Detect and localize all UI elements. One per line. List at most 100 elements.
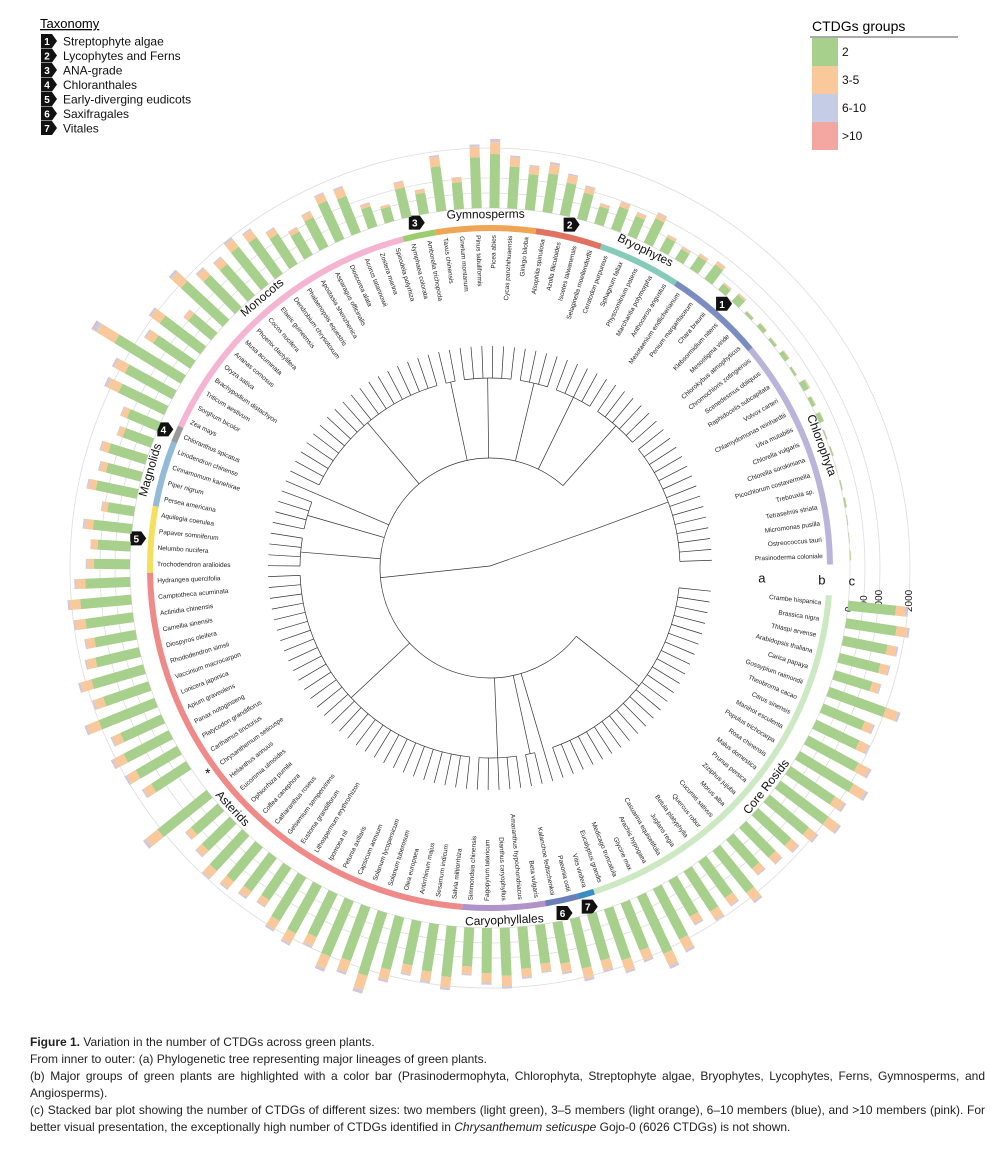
tree-leaf xyxy=(423,749,434,780)
taxon-badge xyxy=(563,217,580,232)
taxon-name: Lycophytes and Ferns xyxy=(63,49,181,63)
bar-segment xyxy=(507,166,520,209)
bar-segment xyxy=(739,820,776,858)
bar-segment xyxy=(746,886,761,902)
bar-segment xyxy=(78,682,84,693)
tree-leaf xyxy=(666,485,697,499)
bar-segment xyxy=(712,844,755,894)
tree-leaf xyxy=(438,351,447,384)
bar-segment xyxy=(829,796,845,811)
bar-segment xyxy=(861,720,874,734)
bar-segment xyxy=(85,637,96,649)
bar-segment xyxy=(718,283,731,296)
bar-segment xyxy=(577,192,594,222)
bar-segment xyxy=(548,164,560,175)
bar-segment xyxy=(379,204,391,210)
group-bar xyxy=(544,893,579,907)
bar-segment xyxy=(594,206,610,227)
bar-segment xyxy=(361,206,378,230)
bar-segment xyxy=(864,744,870,755)
tree-leaf xyxy=(444,753,452,786)
tree-leaf xyxy=(676,605,708,614)
tree-leaf xyxy=(316,686,343,708)
group-bar xyxy=(748,347,833,565)
bar-segment xyxy=(122,427,155,448)
bar-segment xyxy=(643,956,654,963)
ring-label: b xyxy=(818,572,825,587)
group-bar xyxy=(577,888,595,900)
bar-segment xyxy=(429,156,441,168)
tree-leaf xyxy=(632,420,657,443)
group-label: Gymnosperms xyxy=(447,207,525,222)
bar-segment xyxy=(304,216,329,251)
tree-leaf xyxy=(616,709,639,734)
bar-segment xyxy=(265,924,275,932)
tree-leaf xyxy=(413,746,425,777)
bar-segment xyxy=(315,952,331,969)
bar-segment xyxy=(855,740,869,754)
bar-segment xyxy=(681,246,691,255)
r-tick-label: 1000 xyxy=(874,589,885,612)
tree-leaf xyxy=(407,361,420,392)
group-bar xyxy=(599,243,678,286)
bar-segment xyxy=(180,280,230,327)
bar-segment xyxy=(798,379,809,392)
tree-branch xyxy=(537,397,574,470)
tree-leaf xyxy=(510,347,515,380)
tree-leaf xyxy=(661,650,691,665)
tree-branch xyxy=(562,425,617,486)
taxon-number: 2 xyxy=(567,221,573,232)
bar-segment xyxy=(100,441,111,453)
bar-segment xyxy=(117,426,126,438)
tree-leaf xyxy=(319,424,345,447)
bar-segment xyxy=(87,478,98,491)
species-label: Crambe hispanica xyxy=(769,594,822,606)
bar-segment xyxy=(169,270,178,279)
bar-segment xyxy=(832,670,873,692)
tree-leaf xyxy=(647,674,674,693)
taxon-name: Chloranthales xyxy=(63,78,137,92)
bar-segment xyxy=(261,862,292,901)
bar-segment xyxy=(837,652,881,674)
tree-leaf xyxy=(481,346,484,379)
bar-segment xyxy=(421,922,440,972)
bar-segment xyxy=(844,618,897,636)
bar-segment xyxy=(534,923,551,964)
tree-leaf xyxy=(466,756,471,789)
bar-segment xyxy=(143,838,152,849)
taxon-badge xyxy=(716,296,733,311)
group-bar xyxy=(171,425,184,444)
group-bar xyxy=(673,280,753,352)
bar-segment xyxy=(666,234,677,243)
taxon-name: Saxifragales xyxy=(63,107,129,121)
bar-segment xyxy=(185,831,193,840)
bar-segment xyxy=(314,192,324,198)
tree-leaf xyxy=(331,700,355,724)
legend-swatch xyxy=(812,122,838,150)
bar-segment xyxy=(715,914,725,921)
bar-segment xyxy=(400,963,413,975)
bar-segment xyxy=(599,203,610,210)
tree-leaf xyxy=(643,437,671,458)
species-label: Prasinoderma coloniale xyxy=(755,553,824,562)
species-label: Populus trichocarpa xyxy=(723,709,776,745)
tree-leaf xyxy=(543,750,554,782)
tree-leaf xyxy=(652,666,680,684)
bar-segment xyxy=(98,697,158,730)
bar-segment xyxy=(114,358,130,374)
group-bar xyxy=(402,229,437,243)
bar-segment xyxy=(440,976,452,988)
bar-segment xyxy=(674,248,690,265)
tree-leaf xyxy=(677,596,710,603)
group-bar xyxy=(435,225,537,236)
species-label: Salvia miltiorrhiza xyxy=(451,848,463,900)
tree-branch xyxy=(512,675,531,754)
taxon-number: 4 xyxy=(161,425,167,436)
bar-segment xyxy=(542,173,559,214)
caption: Figure 1. Variation in the number of CTD… xyxy=(30,1034,985,1136)
tree-branch xyxy=(450,382,468,461)
bar-segment xyxy=(111,733,125,746)
species-label: Hydrangea quercifolia xyxy=(157,575,221,584)
bar-segment xyxy=(619,202,631,210)
